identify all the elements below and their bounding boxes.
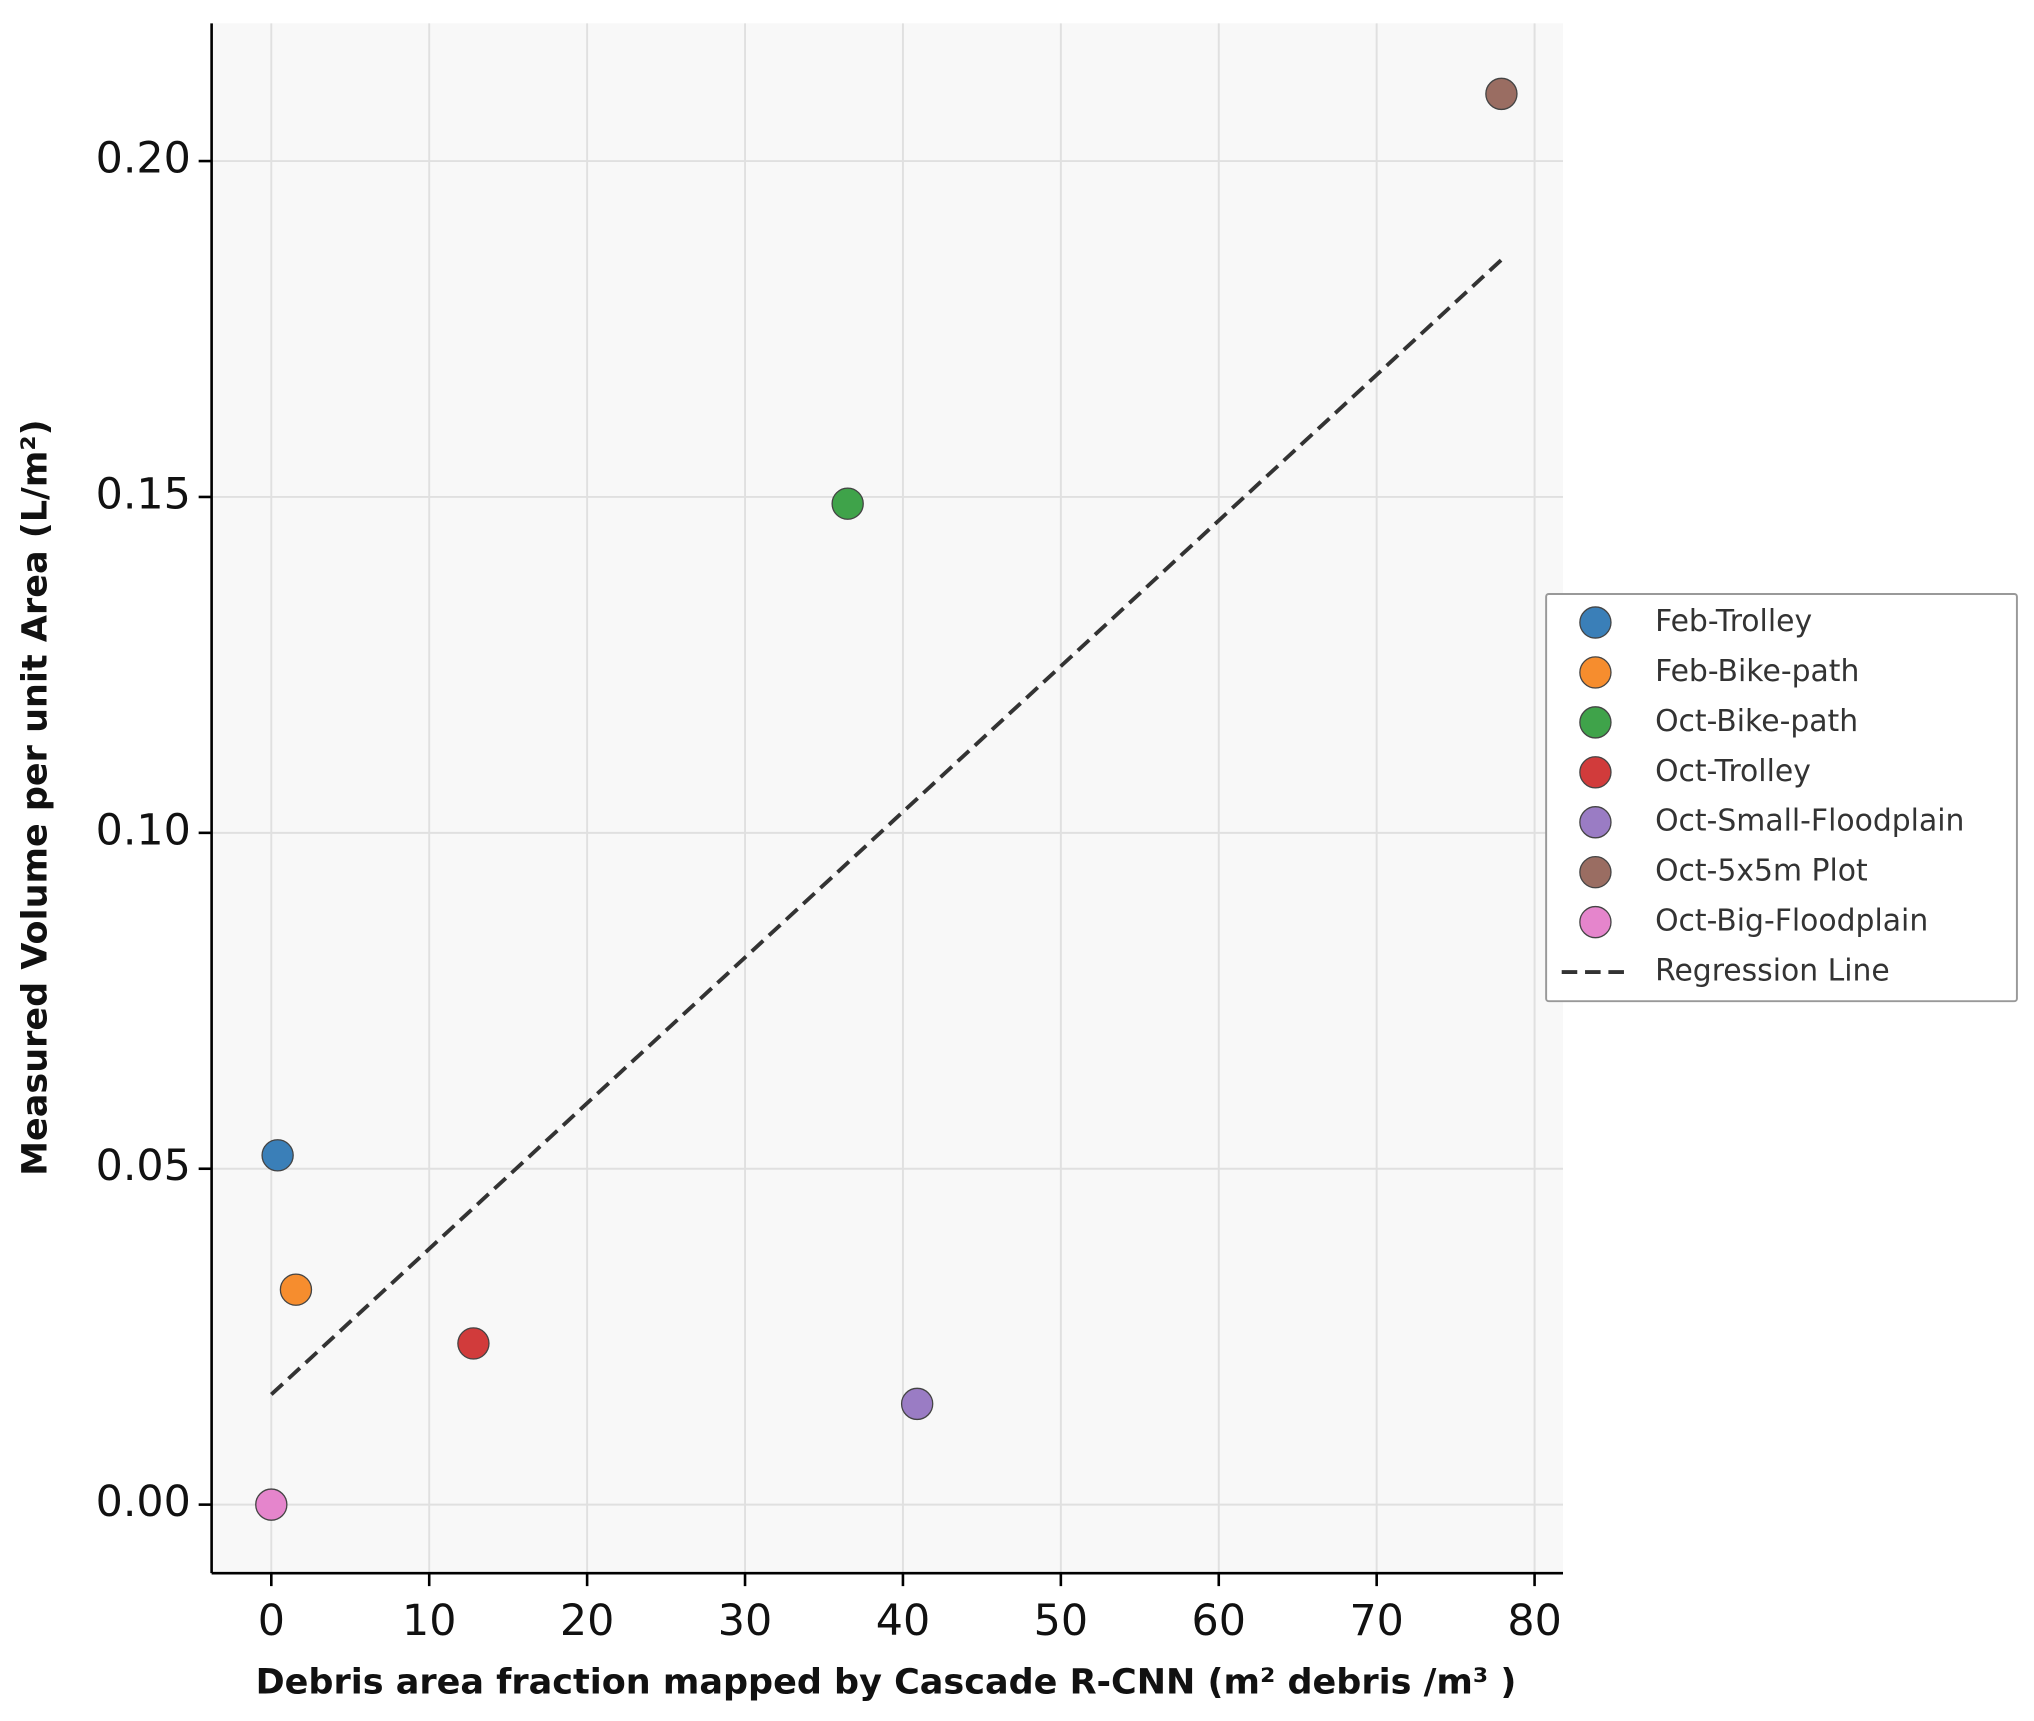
legend-swatch <box>1579 905 1612 939</box>
legend-swatch <box>1579 706 1612 739</box>
legend-label: Oct-Big-Floodplain <box>1655 904 1928 939</box>
x-tick-label: 40 <box>876 1596 930 1646</box>
data-point <box>279 1273 313 1306</box>
legend-label: Oct-5x5m Plot <box>1655 854 1868 889</box>
data-point <box>457 1327 490 1360</box>
y-tick-label: 0.05 <box>96 1141 191 1191</box>
x-tick-label: 20 <box>560 1596 614 1646</box>
y-tick-label: 0.00 <box>96 1477 191 1527</box>
legend-label: Oct-Trolley <box>1655 754 1811 789</box>
x-tick-label: 30 <box>718 1596 772 1646</box>
y-tick-label: 0.20 <box>96 134 191 184</box>
data-point <box>900 1387 934 1421</box>
legend-label: Oct-Bike-path <box>1655 704 1858 739</box>
legend: Feb-Trolley Feb-Bike-path Oct-Bike-path Oct… <box>1545 593 2018 1003</box>
legend-label: Regression Line <box>1655 954 1890 989</box>
x-tick-label: 10 <box>402 1596 456 1646</box>
x-tick-label: 60 <box>1192 1596 1246 1646</box>
legend-swatch <box>1579 806 1612 839</box>
data-point <box>261 1139 294 1172</box>
y-tick-label: 0.10 <box>96 805 191 855</box>
data-point <box>1485 77 1518 111</box>
x-axis-label: Debris area fraction mapped by Cascade R… <box>256 1662 1517 1702</box>
legend-swatch <box>1579 756 1612 789</box>
data-point <box>831 487 864 520</box>
x-tick-label: 80 <box>1507 1596 1561 1646</box>
y-tick-label: 0.15 <box>96 469 191 519</box>
plot-area <box>211 23 1563 1574</box>
legend-label: Oct-Small-Floodplain <box>1655 804 1964 839</box>
x-tick-label: 70 <box>1349 1596 1403 1646</box>
legend-label: Feb-Bike-path <box>1655 654 1859 689</box>
x-tick-label: 0 <box>258 1596 285 1646</box>
x-tick-label: 50 <box>1034 1596 1088 1646</box>
data-point <box>255 1488 288 1521</box>
y-axis-label: Measured Volume per unit Area (L/m²) <box>16 419 56 1175</box>
legend-swatch <box>1579 656 1612 689</box>
legend-swatch <box>1579 855 1612 889</box>
legend-box <box>1545 593 2018 1003</box>
legend-swatch <box>1579 606 1612 639</box>
legend-label: Feb-Trolley <box>1655 604 1812 639</box>
